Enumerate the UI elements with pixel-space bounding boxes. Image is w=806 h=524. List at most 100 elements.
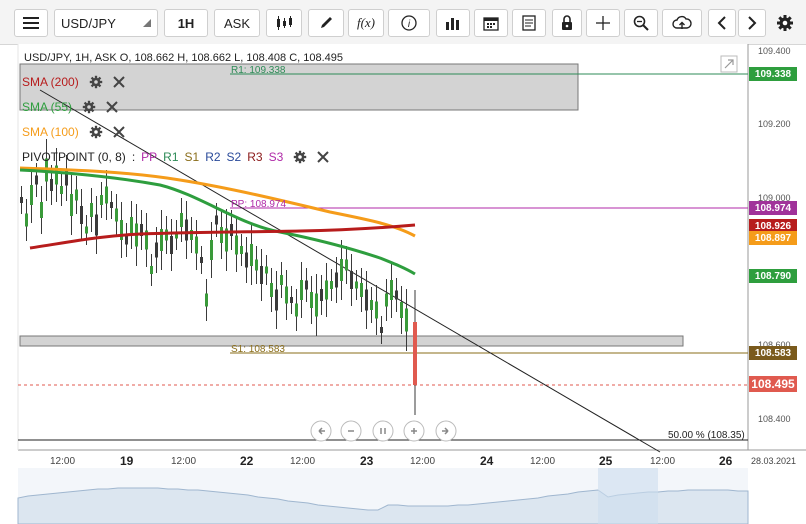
sma55-label: SMA (55) xyxy=(22,100,73,114)
cloud-upload-button[interactable] xyxy=(662,9,702,37)
bar-chart-button[interactable] xyxy=(436,9,470,37)
draw-tool-button[interactable] xyxy=(308,9,344,37)
pivot-settings-button[interactable] xyxy=(293,150,307,164)
pivot-level-pp: PP xyxy=(141,150,158,164)
close-icon xyxy=(112,76,125,88)
arrow-right-button[interactable] xyxy=(435,420,457,442)
time-tick: 12:00 xyxy=(50,456,76,467)
zoom-button[interactable] xyxy=(624,9,658,37)
support-zone-box xyxy=(19,335,684,347)
candle-body xyxy=(235,235,238,255)
candle-body xyxy=(365,289,368,311)
info-button[interactable]: i xyxy=(388,9,430,37)
lock-button[interactable] xyxy=(552,9,582,37)
candle-body xyxy=(35,175,38,185)
candle-body xyxy=(150,266,153,274)
navigator-window[interactable] xyxy=(598,468,658,524)
candle-body xyxy=(165,229,168,241)
candle-body xyxy=(370,300,373,310)
pivot-level-s2: S2 xyxy=(226,150,242,164)
candle-body xyxy=(190,230,193,240)
sma100-line xyxy=(19,166,416,238)
price-tick: 108.400 xyxy=(758,414,791,424)
candle-body xyxy=(275,289,278,311)
candle-body xyxy=(390,280,393,300)
scroll-right-button[interactable] xyxy=(738,9,766,37)
report-button[interactable] xyxy=(512,9,546,37)
pivot-remove-button[interactable] xyxy=(317,151,329,163)
candle-body xyxy=(120,220,123,240)
last-price-tag: 108.495 xyxy=(749,376,797,392)
chart-type-button[interactable] xyxy=(266,9,302,37)
pencil-icon xyxy=(321,17,332,28)
gear-icon xyxy=(89,75,102,89)
calendar-button[interactable] xyxy=(474,9,508,37)
candle-body xyxy=(145,230,148,250)
function-button[interactable]: f(x) xyxy=(348,9,384,37)
candle-body xyxy=(185,219,188,241)
info-icon: i xyxy=(401,15,417,31)
cloud-upload-icon xyxy=(672,15,692,29)
gear-icon xyxy=(82,100,96,114)
candle-body xyxy=(395,290,398,300)
symbol-select[interactable]: USD/JPY xyxy=(54,9,158,37)
candle-body xyxy=(340,259,343,281)
sma200-remove-button[interactable] xyxy=(112,76,125,88)
candle-body xyxy=(260,266,263,284)
gear-icon xyxy=(777,15,793,31)
pivot-separator: : xyxy=(131,150,136,164)
function-icon: f(x) xyxy=(356,15,376,30)
candle-body xyxy=(265,266,268,274)
candle-body xyxy=(245,252,248,268)
scroll-left-button[interactable] xyxy=(708,9,736,37)
s1-price-tag: 108.583 xyxy=(749,346,797,360)
pivot-level-r1: R1 xyxy=(163,150,179,164)
time-tick: 12:00 xyxy=(410,456,436,467)
sma55-remove-button[interactable] xyxy=(106,101,118,113)
candle-body xyxy=(60,186,63,194)
candle-body xyxy=(345,259,348,271)
pivot-level-r2: R2 xyxy=(205,150,221,164)
sma200-settings-button[interactable] xyxy=(89,75,103,89)
candle-body xyxy=(355,281,358,289)
crosshair-icon xyxy=(596,16,610,30)
hamburger-icon xyxy=(23,17,39,29)
interval-label: 1H xyxy=(177,15,195,31)
candle-body xyxy=(170,236,173,254)
candle-body xyxy=(315,293,318,317)
sma100-price-tag: 108.897 xyxy=(749,231,797,245)
sma200-line xyxy=(29,223,416,250)
fib-label: 50.00 % (108.35) xyxy=(668,430,745,441)
interval-select[interactable]: 1H xyxy=(164,9,208,37)
price-type-select[interactable]: ASK xyxy=(214,9,260,37)
time-tick-day: 24 xyxy=(480,454,494,468)
time-tick: 12:00 xyxy=(650,456,676,467)
time-tick-day: 19 xyxy=(120,454,134,468)
candle-body xyxy=(140,224,143,236)
crosshair-button[interactable] xyxy=(586,9,620,37)
calendar-icon xyxy=(483,17,499,31)
time-tick: 12:00 xyxy=(290,456,316,467)
zoom-in-button[interactable] xyxy=(403,420,425,442)
arrow-right-icon xyxy=(442,427,449,435)
candle-body xyxy=(85,226,88,234)
arrow-left-button[interactable] xyxy=(310,420,332,442)
r1-label: R1: 109.338 xyxy=(231,65,286,76)
sma100-remove-button[interactable] xyxy=(112,126,125,138)
candle-body xyxy=(130,217,133,233)
chart-toolbar: USD/JPY 1H ASK f(x) i xyxy=(0,0,806,45)
candle-body xyxy=(205,293,208,307)
pause-button[interactable] xyxy=(372,420,394,442)
zoom-out-button[interactable] xyxy=(340,420,362,442)
sma55-settings-button[interactable] xyxy=(82,100,96,114)
menu-button[interactable] xyxy=(14,9,48,37)
candle-body xyxy=(330,281,333,289)
sma100-settings-button[interactable] xyxy=(89,125,103,139)
time-tick: 12:00 xyxy=(530,456,556,467)
sma200-price-tag: 108.926 xyxy=(749,219,797,233)
gear-icon xyxy=(294,150,307,164)
expand-icon[interactable] xyxy=(720,55,738,73)
settings-button[interactable] xyxy=(770,9,800,37)
symbol-label: USD/JPY xyxy=(61,15,116,31)
